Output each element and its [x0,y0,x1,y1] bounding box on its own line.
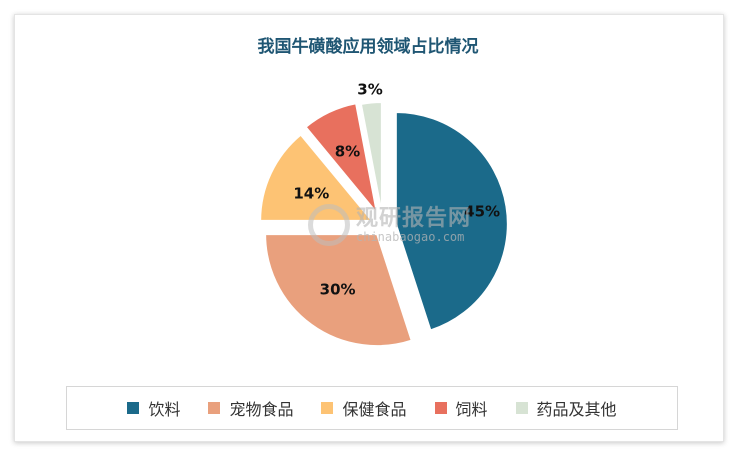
slice-medicine-other [359,101,383,215]
label-health-food: 14% [293,184,329,202]
label-beverage: 45% [464,202,500,220]
legend-label: 保健食品 [342,400,407,419]
legend-label: 宠物食品 [229,400,294,419]
slice-beverage [394,110,509,332]
chart-title: 我国牛磺酸应用领域占比情况 [257,37,479,57]
legend-swatch [321,402,334,414]
legend-item-health-food: 保健食品 [321,396,407,420]
legend-item-beverage: 饮料 [127,396,180,420]
label-pet-food: 30% [320,280,356,298]
legend-label: 药品及其他 [536,400,617,419]
legend-item-feed: 饲料 [434,396,488,420]
legend-swatch [434,402,447,414]
slice-feed [304,102,379,214]
legend-swatch [515,402,528,414]
slice-pet-food [264,233,413,348]
label-feed: 8% [335,143,360,161]
label-medicine-other: 3% [357,81,382,99]
legend-label: 饲料 [455,400,488,419]
legend-item-pet-food: 宠物食品 [208,396,293,420]
legend: 饮料 宠物食品 保健食品 饲料 药品及其他 [66,386,678,430]
legend-swatch [208,402,221,414]
legend-item-medicine-other: 药品及其他 [515,396,617,420]
legend-swatch [127,402,140,414]
slice-health-food [259,133,375,222]
legend-label: 饮料 [148,400,181,419]
